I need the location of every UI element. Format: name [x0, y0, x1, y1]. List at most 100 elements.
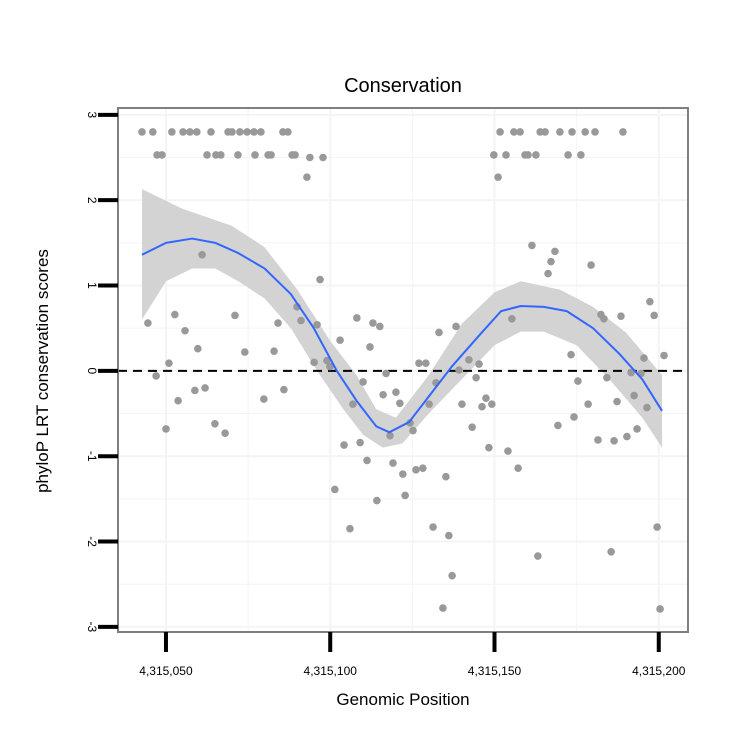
data-point [297, 316, 305, 325]
data-point [643, 403, 651, 412]
data-point [568, 128, 576, 136]
data-point [485, 443, 493, 452]
data-point [406, 419, 414, 427]
data-point [181, 326, 189, 335]
data-point [623, 432, 631, 441]
x-tick-label: 4,315,150 [468, 664, 522, 678]
data-point [630, 391, 638, 400]
data-point [429, 523, 437, 531]
data-point [541, 128, 549, 136]
data-point [191, 386, 199, 395]
data-point [280, 385, 288, 394]
data-point [594, 436, 602, 444]
data-point [313, 320, 321, 329]
data-point [234, 151, 242, 159]
data-point [528, 241, 536, 250]
data-point [138, 128, 146, 136]
data-point [445, 531, 453, 540]
data-point [640, 354, 648, 362]
data-point [455, 366, 463, 374]
data-point [319, 153, 327, 162]
data-point [567, 350, 575, 359]
data-point [201, 384, 209, 392]
data-point [323, 356, 331, 365]
data-point [547, 257, 555, 266]
data-point [179, 128, 187, 136]
data-point [382, 369, 390, 378]
data-point [554, 421, 562, 430]
data-point [316, 275, 324, 284]
data-point [613, 397, 621, 406]
data-point [174, 396, 182, 405]
data-point [435, 328, 443, 337]
data-point [452, 322, 460, 331]
data-point [478, 402, 486, 411]
data-point [564, 151, 572, 159]
data-point [369, 319, 377, 327]
data-point [356, 438, 364, 447]
data-point [646, 297, 654, 306]
data-point [603, 373, 611, 382]
data-point [340, 441, 348, 449]
data-point [162, 425, 170, 433]
data-point [409, 426, 417, 435]
y-tick-label: 0 [85, 368, 99, 375]
data-point [331, 485, 339, 494]
y-tick-label: 3 [85, 111, 99, 118]
data-point [228, 128, 236, 136]
data-point [353, 314, 361, 322]
data-point [193, 128, 201, 136]
data-point [570, 413, 578, 421]
data-point [556, 128, 564, 136]
data-point [600, 314, 608, 323]
data-point [627, 368, 635, 377]
y-tick-label: 2 [85, 197, 99, 204]
confidence-ribbon [141, 189, 663, 448]
data-point [217, 151, 225, 159]
data-point [303, 173, 311, 181]
data-point [510, 128, 518, 136]
x-tick-label: 4,315,200 [632, 664, 686, 678]
data-point [194, 344, 202, 353]
data-point [165, 359, 173, 367]
data-point [251, 151, 259, 159]
data-point [534, 552, 542, 560]
data-point [422, 359, 430, 367]
data-point [326, 362, 334, 371]
data-point [349, 400, 357, 408]
data-point [306, 153, 314, 162]
data-point [551, 247, 559, 256]
data-point [488, 400, 496, 408]
data-point [577, 151, 585, 159]
data-point [468, 423, 476, 431]
y-axis-ticks: -3 -2 -1 0 1 2 3 [85, 111, 118, 633]
x-tick-label: 4,315,100 [304, 664, 358, 678]
data-point [310, 358, 318, 367]
x-tick-label: 4,315,050 [139, 664, 193, 678]
data-point [260, 395, 268, 403]
data-point [448, 571, 456, 580]
x-axis-label: Genomic Position [336, 690, 469, 709]
data-point [660, 351, 668, 360]
data-point [472, 373, 480, 382]
data-point [591, 128, 599, 136]
data-point [373, 496, 381, 505]
x-axis-ticks: 4,315,050 4,315,100 4,315,150 4,315,200 [139, 632, 686, 678]
y-tick-label: -1 [85, 451, 99, 462]
data-point [203, 151, 211, 159]
smooth-line-group [141, 237, 663, 434]
data-point [442, 472, 450, 481]
data-point [207, 128, 215, 136]
data-point [581, 128, 589, 136]
data-point [243, 128, 251, 136]
points-group [138, 128, 668, 613]
data-point [211, 419, 219, 428]
data-point [458, 400, 466, 408]
data-point [496, 128, 504, 136]
data-point [379, 390, 387, 399]
data-point [392, 388, 400, 396]
smooth-line [141, 237, 663, 434]
data-point [386, 431, 394, 440]
data-point [482, 394, 490, 402]
